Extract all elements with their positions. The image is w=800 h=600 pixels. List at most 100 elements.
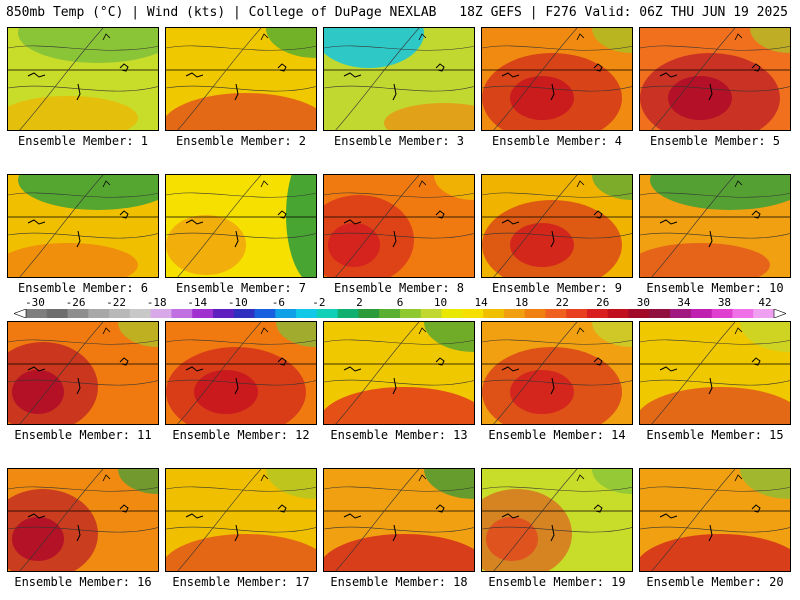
- colorbar-swatch: [67, 309, 89, 318]
- colorbar-right-arrow: [773, 309, 786, 318]
- temperature-map: [324, 28, 474, 130]
- ensemble-member-label: Ensemble Member: 9: [491, 281, 623, 295]
- ensemble-member-label: Ensemble Member: 13: [330, 428, 468, 442]
- ensemble-panel: [481, 27, 633, 131]
- colorbar-swatch: [420, 309, 443, 318]
- colorbar-swatch: [150, 309, 172, 318]
- ensemble-member-label: Ensemble Member: 17: [172, 575, 310, 589]
- ensemble-panel: [639, 27, 791, 131]
- colorbar-swatch: [379, 309, 401, 318]
- colorbar-swatch: [26, 309, 48, 318]
- ensemble-panel: [639, 468, 791, 572]
- temperature-map: [166, 28, 316, 130]
- colorbar-tick-label: -26: [65, 296, 86, 309]
- header: 850mb Temp (°C) | Wind (kts) | College o…: [0, 0, 800, 24]
- colorbar-tick-label: 22: [555, 296, 569, 309]
- colorbar-swatch: [566, 309, 588, 318]
- ensemble-panel: [7, 468, 159, 572]
- colorbar-swatch: [587, 309, 609, 318]
- ensemble-panel: [639, 174, 791, 278]
- temperature-map: [482, 469, 632, 571]
- temperature-map: [8, 175, 158, 277]
- colorbar-tick-label: 6: [396, 296, 404, 309]
- colorbar-swatch: [358, 309, 380, 318]
- colorbar-tick-label: -2: [312, 296, 326, 309]
- colorbar-swatch: [233, 309, 256, 318]
- ensemble-member-label: Ensemble Member: 12: [172, 428, 310, 442]
- temperature-map: [640, 322, 790, 424]
- colorbar-swatch: [316, 309, 339, 318]
- colorbar-swatch: [628, 309, 650, 318]
- ensemble-panel: [165, 468, 317, 572]
- ensemble-member-label: Ensemble Member: 6: [17, 281, 149, 295]
- temperature-map: [8, 28, 158, 130]
- ensemble-member-label: Ensemble Member: 11: [14, 428, 152, 442]
- colorbar-swatch: [732, 309, 754, 318]
- ensemble-panel: [481, 321, 633, 425]
- colorbar-swatch: [753, 309, 775, 318]
- colorbar-swatch: [670, 309, 692, 318]
- ensemble-member-label: Ensemble Member: 14: [488, 428, 626, 442]
- colorbar-left-arrow: [14, 309, 27, 318]
- temperature-map: [482, 28, 632, 130]
- colorbar-swatch: [88, 309, 110, 318]
- ensemble-member-label: Ensemble Member: 5: [649, 134, 781, 148]
- ensemble-member-label: Ensemble Member: 3: [333, 134, 465, 148]
- temperature-map: [482, 175, 632, 277]
- ensemble-member-label: Ensemble Member: 18: [330, 575, 468, 589]
- colorbar-swatch: [462, 309, 484, 318]
- colorbar-swatch: [254, 309, 276, 318]
- ensemble-panel: [165, 27, 317, 131]
- ensemble-member-label: Ensemble Member: 15: [646, 428, 784, 442]
- colorbar-labels: -30 -26 -22 -18 -14 -10 -6 -2 2 6 10 14 18 22 26 30 34 38…: [14, 296, 786, 309]
- ensemble-member-label: Ensemble Member: 19: [488, 575, 626, 589]
- temperature-map: [8, 322, 158, 424]
- colorbar-tick-label: -22: [106, 296, 127, 309]
- colorbar-swatch: [711, 309, 733, 318]
- map-title: 850mb Temp (°C) | Wind (kts) | College o…: [6, 5, 437, 20]
- colorbar-tick-label: 38: [717, 296, 732, 309]
- colorbar-swatch: [690, 309, 713, 318]
- temperature-map: [166, 175, 316, 277]
- colorbar-tick-label: 26: [596, 296, 610, 309]
- temperature-map: [324, 469, 474, 571]
- temperature-map: [640, 28, 790, 130]
- colorbar-swatch: [171, 309, 193, 318]
- colorbar-tick-label: 18: [515, 296, 529, 309]
- ensemble-member-label: Ensemble Member: 4: [491, 134, 623, 148]
- colorbar-tick-label: 2: [356, 296, 363, 309]
- colorbar-swatch: [503, 309, 526, 318]
- temperature-map: [166, 322, 316, 424]
- temperature-colorbar: -30 -26 -22 -18 -14 -10 -6 -2 2 6 10 14 18 22 26 30 34 38…: [14, 296, 786, 320]
- colorbar-swatch: [441, 309, 463, 318]
- ensemble-panel: [323, 174, 475, 278]
- colorbar-swatch: [296, 309, 318, 318]
- ensemble-panel: [165, 321, 317, 425]
- colorbar-swatch: [524, 309, 546, 318]
- ensemble-member-label: Ensemble Member: 8: [333, 281, 465, 295]
- colorbar-swatch: [192, 309, 214, 318]
- ensemble-panel: [7, 321, 159, 425]
- colorbar-swatch: [275, 309, 297, 318]
- ensemble-member-label: Ensemble Member: 2: [175, 134, 307, 148]
- ensemble-panel: [7, 174, 159, 278]
- colorbar-tick-label: -14: [187, 296, 208, 309]
- colorbar-tick-label: 42: [758, 296, 772, 309]
- colorbar-swatch: [607, 309, 630, 318]
- colorbar-swatch: [129, 309, 152, 318]
- temperature-map: [8, 469, 158, 571]
- temperature-map: [166, 469, 316, 571]
- ensemble-panel: [481, 468, 633, 572]
- ensemble-member-label: Ensemble Member: 7: [175, 281, 307, 295]
- ensemble-panel: [639, 321, 791, 425]
- colorbar-tick-label: -18: [146, 296, 167, 309]
- temperature-map: [482, 322, 632, 424]
- colorbar-tick-label: 30: [636, 296, 650, 309]
- temperature-map: [640, 469, 790, 571]
- colorbar-swatch: [649, 309, 671, 318]
- ensemble-member-label: Ensemble Member: 20: [646, 575, 784, 589]
- ensemble-panel: [481, 174, 633, 278]
- colorbar-swatch: [483, 309, 505, 318]
- temperature-map: [324, 322, 474, 424]
- temperature-map: [324, 175, 474, 277]
